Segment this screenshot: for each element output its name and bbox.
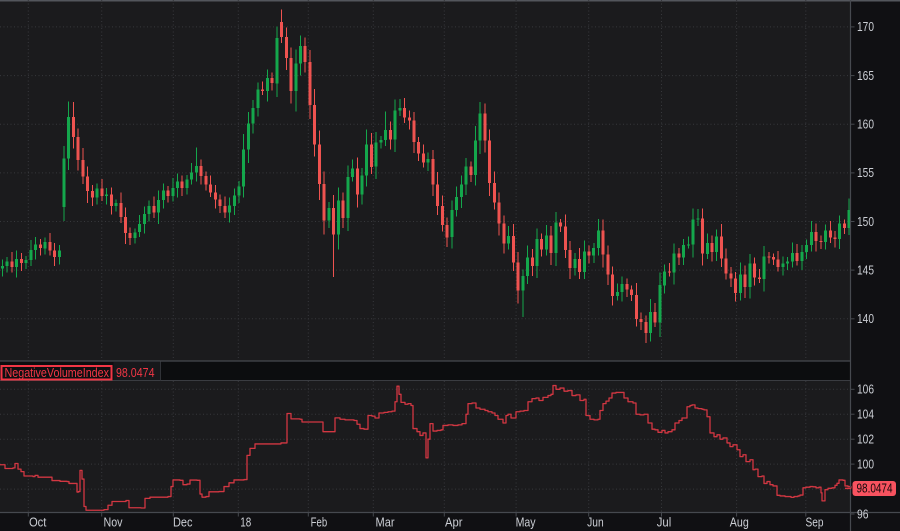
svg-text:Mar: Mar: [376, 516, 395, 530]
svg-text:Nov: Nov: [104, 516, 124, 530]
svg-text:100: 100: [857, 457, 874, 471]
svg-text:Dec: Dec: [173, 516, 193, 530]
svg-text:106: 106: [857, 383, 874, 397]
svg-text:150: 150: [857, 215, 874, 229]
svg-text:Oct: Oct: [29, 516, 47, 530]
svg-text:Sep: Sep: [806, 516, 824, 530]
svg-text:Apr: Apr: [445, 516, 463, 530]
svg-text:170: 170: [857, 20, 874, 34]
svg-text:165: 165: [857, 69, 874, 83]
svg-text:18: 18: [240, 516, 251, 530]
svg-text:NegativeVolumeIndex: NegativeVolumeIndex: [5, 366, 110, 380]
svg-text:160: 160: [857, 118, 874, 132]
svg-text:140: 140: [857, 312, 874, 326]
svg-text:98.0474: 98.0474: [116, 366, 155, 380]
svg-text:Aug: Aug: [730, 516, 749, 530]
svg-text:155: 155: [857, 166, 874, 180]
svg-text:Feb: Feb: [311, 516, 328, 530]
svg-text:Jun: Jun: [587, 516, 604, 530]
svg-text:102: 102: [857, 433, 874, 447]
svg-text:Jul: Jul: [657, 516, 672, 530]
svg-text:May: May: [516, 516, 537, 530]
svg-text:98.0474: 98.0474: [857, 482, 893, 496]
svg-text:104: 104: [857, 408, 874, 422]
svg-text:145: 145: [857, 263, 874, 277]
svg-text:96: 96: [857, 507, 869, 521]
